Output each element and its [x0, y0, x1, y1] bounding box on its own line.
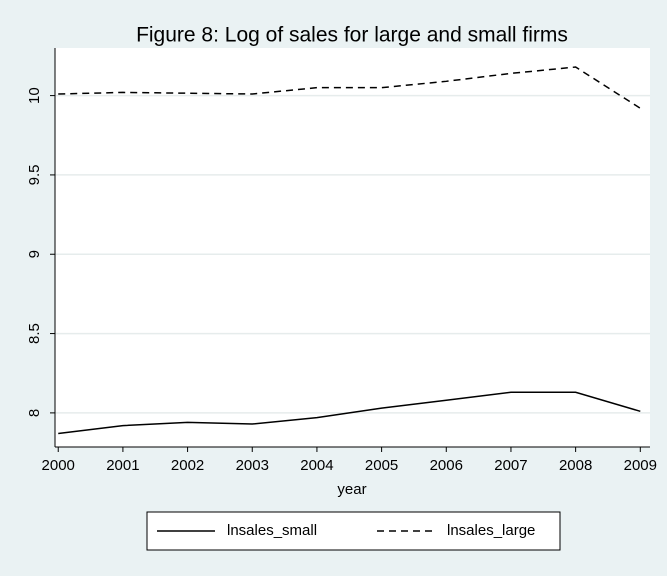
series-line — [58, 391, 641, 435]
plot-area — [55, 48, 650, 447]
y-tick-label: 10 — [26, 87, 43, 104]
x-tick-label: 2004 — [300, 457, 333, 474]
series-line — [58, 66, 641, 109]
x-tick-label: 2003 — [236, 457, 269, 474]
x-tick-label: 2009 — [624, 457, 657, 474]
legend-label: lnsales_large — [447, 522, 535, 539]
x-tick-label: 2001 — [106, 457, 139, 474]
x-tick-label: 2008 — [559, 457, 592, 474]
y-tick-label: 9 — [26, 250, 43, 258]
x-tick-label: 2007 — [494, 457, 527, 474]
x-tick-label: 2002 — [171, 457, 204, 474]
x-axis-label: year — [337, 481, 366, 498]
legend — [146, 511, 561, 551]
y-tick-label: 8 — [26, 409, 43, 417]
x-tick-label: 2000 — [42, 457, 75, 474]
x-tick-label: 2005 — [365, 457, 398, 474]
chart-title: Figure 8: Log of sales for large and sma… — [136, 24, 568, 47]
y-tick-label: 8.5 — [26, 323, 43, 344]
x-tick-label: 2006 — [430, 457, 463, 474]
y-tick-label: 9.5 — [26, 164, 43, 185]
legend-label: lnsales_small — [227, 522, 317, 539]
